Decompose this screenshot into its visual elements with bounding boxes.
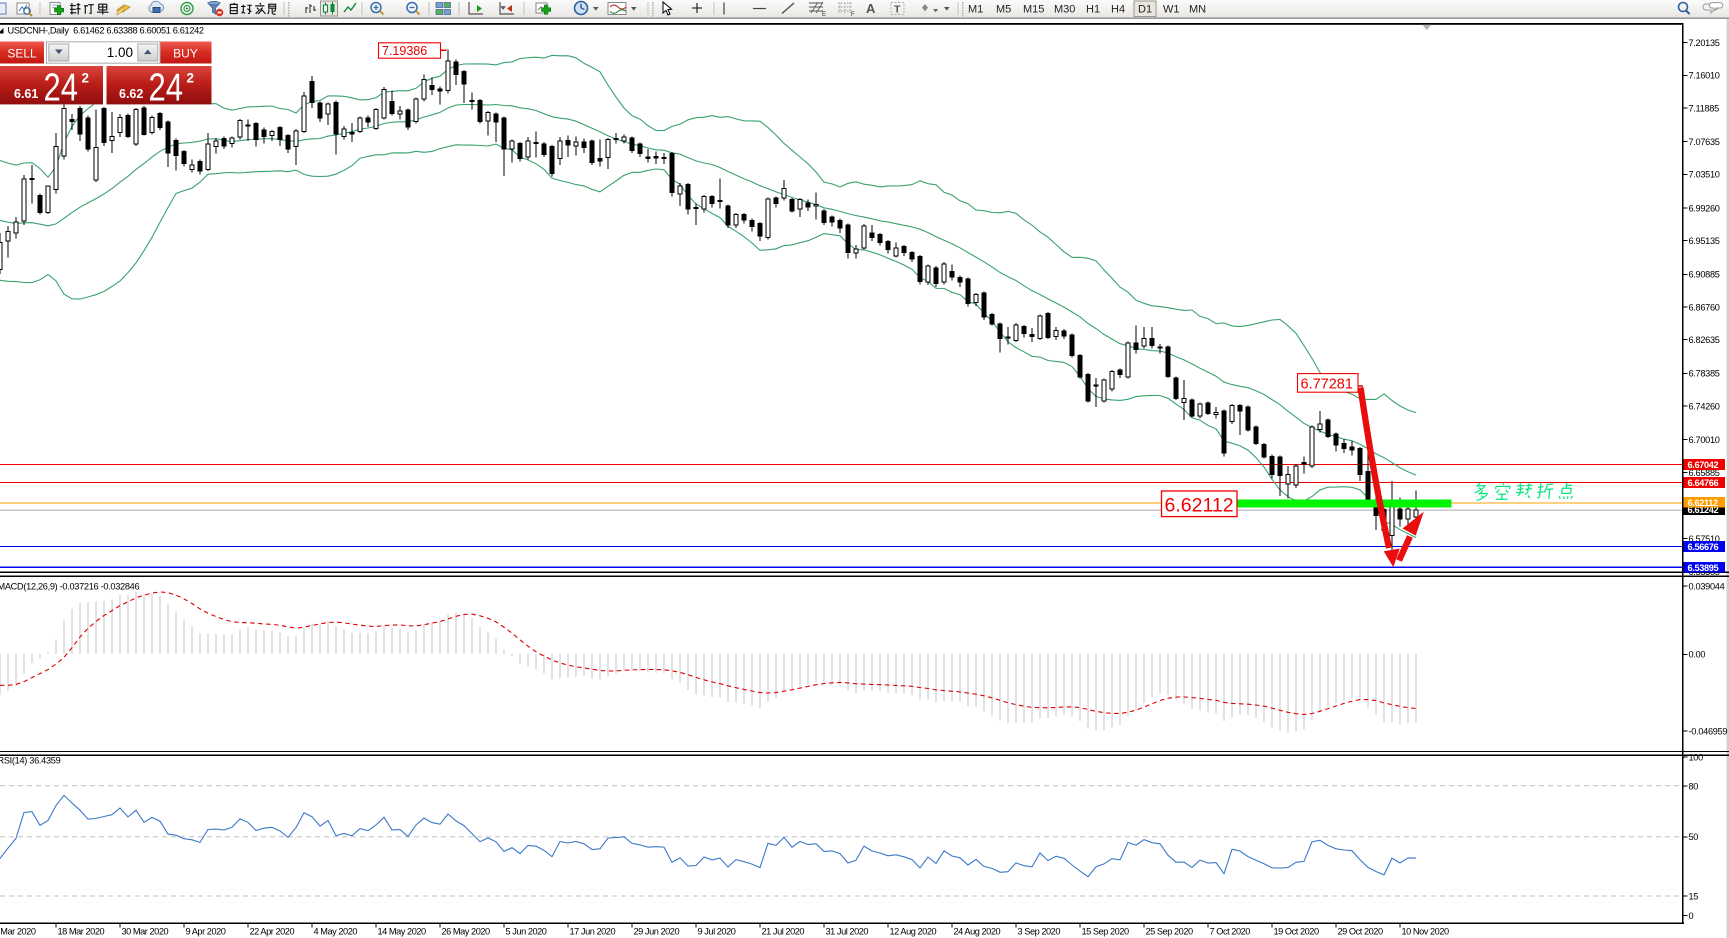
svg-text:6 Mar 2020: 6 Mar 2020 [0,926,36,936]
svg-text:BUY: BUY [173,47,198,61]
svg-text:7.16010: 7.16010 [1689,71,1720,81]
svg-text:5 Jun 2020: 5 Jun 2020 [506,926,547,936]
svg-text:4 May 2020: 4 May 2020 [314,926,358,936]
svg-text:6.62: 6.62 [119,87,143,101]
svg-text:6.70010: 6.70010 [1689,435,1720,445]
svg-text:21 Jul 2020: 21 Jul 2020 [762,926,805,936]
svg-text:F: F [851,12,855,18]
svg-text:SELL: SELL [7,47,37,61]
svg-text:24: 24 [149,66,184,109]
svg-text:M15: M15 [1023,4,1044,16]
svg-text:3 Sep 2020: 3 Sep 2020 [1018,926,1061,936]
svg-text:T: T [894,4,901,16]
svg-text:6.78385: 6.78385 [1689,369,1720,379]
svg-text:80: 80 [1689,781,1699,791]
svg-text:6.56676: 6.56676 [1688,542,1719,552]
svg-text:H4: H4 [1111,4,1125,16]
svg-text:6.61242: 6.61242 [1688,505,1719,515]
svg-text:50: 50 [1689,832,1699,842]
svg-text:0.039044: 0.039044 [1689,581,1725,591]
svg-text:14 May 2020: 14 May 2020 [378,926,427,936]
svg-text:15: 15 [1689,891,1699,901]
svg-text:17 Jun 2020: 17 Jun 2020 [570,926,616,936]
svg-text:15 Sep 2020: 15 Sep 2020 [1082,926,1130,936]
svg-text:29 Jun 2020: 29 Jun 2020 [634,926,680,936]
svg-text:M1: M1 [968,4,983,16]
svg-text:7.19386: 7.19386 [382,44,427,58]
svg-text:0: 0 [1689,911,1694,921]
svg-text:7.07635: 7.07635 [1689,137,1720,147]
svg-text:24: 24 [44,66,79,109]
svg-text:2: 2 [82,71,90,86]
svg-text:29 Oct 2020: 29 Oct 2020 [1338,926,1383,936]
svg-text:6.53895: 6.53895 [1688,563,1719,573]
svg-text:A: A [866,1,876,16]
svg-text:25 Sep 2020: 25 Sep 2020 [1146,926,1194,936]
svg-text:H1: H1 [1086,4,1100,16]
svg-text:6.74260: 6.74260 [1689,401,1720,411]
svg-text:6.61: 6.61 [14,87,38,101]
svg-text:22 Apr 2020: 22 Apr 2020 [250,926,295,936]
svg-text:RSI(14) 36.4359: RSI(14) 36.4359 [0,755,61,765]
svg-text:6.62112: 6.62112 [1688,498,1718,508]
svg-text:10 Nov 2020: 10 Nov 2020 [1402,926,1449,936]
svg-text:9 Jul 2020: 9 Jul 2020 [698,926,736,936]
svg-text:6.64766: 6.64766 [1688,478,1719,488]
svg-text:1.00: 1.00 [107,45,133,60]
svg-text:-0.046959: -0.046959 [1689,726,1728,736]
svg-text:19 Oct 2020: 19 Oct 2020 [1274,926,1319,936]
svg-text:6.95135: 6.95135 [1689,236,1720,246]
svg-text:0.00: 0.00 [1689,650,1706,660]
svg-text:M30: M30 [1054,4,1075,16]
svg-text:USDCNH-,Daily 6.61462 6.63388: USDCNH-,Daily 6.61462 6.63388 6.60051 6.… [8,26,204,36]
svg-text:7.20135: 7.20135 [1689,38,1720,48]
svg-text:E: E [822,12,826,18]
svg-text:W1: W1 [1163,4,1180,16]
svg-text:6.90885: 6.90885 [1689,270,1720,280]
svg-text:6.99260: 6.99260 [1689,203,1720,213]
svg-text:6.86760: 6.86760 [1689,302,1720,312]
svg-text:6.82635: 6.82635 [1689,335,1720,345]
svg-text:6.77281: 6.77281 [1301,377,1353,393]
svg-text:26 May 2020: 26 May 2020 [442,926,491,936]
svg-text:12 Aug 2020: 12 Aug 2020 [890,926,937,936]
svg-text:7 Oct 2020: 7 Oct 2020 [1210,926,1251,936]
svg-text:24 Aug 2020: 24 Aug 2020 [954,926,1001,936]
svg-text:7.03510: 7.03510 [1689,170,1720,180]
svg-text:30 Mar 2020: 30 Mar 2020 [122,926,169,936]
svg-text:9 Apr 2020: 9 Apr 2020 [186,926,226,936]
svg-text:2: 2 [187,71,195,86]
svg-text:100: 100 [1689,753,1704,763]
svg-text:M5: M5 [996,4,1011,16]
svg-text:18 Mar 2020: 18 Mar 2020 [58,926,105,936]
svg-text:6.67042: 6.67042 [1688,460,1719,470]
svg-text:6.65885: 6.65885 [1689,468,1720,478]
svg-text:MN: MN [1189,4,1206,16]
svg-text:7.11885: 7.11885 [1689,103,1720,113]
svg-text:6.62112: 6.62112 [1165,495,1234,517]
svg-text:MACD(12,26,9) -0.037216 -0.032: MACD(12,26,9) -0.037216 -0.032846 [0,581,139,591]
svg-text:D1: D1 [1138,4,1152,16]
svg-text:31 Jul 2020: 31 Jul 2020 [826,926,869,936]
svg-text:6.57510: 6.57510 [1689,534,1720,544]
